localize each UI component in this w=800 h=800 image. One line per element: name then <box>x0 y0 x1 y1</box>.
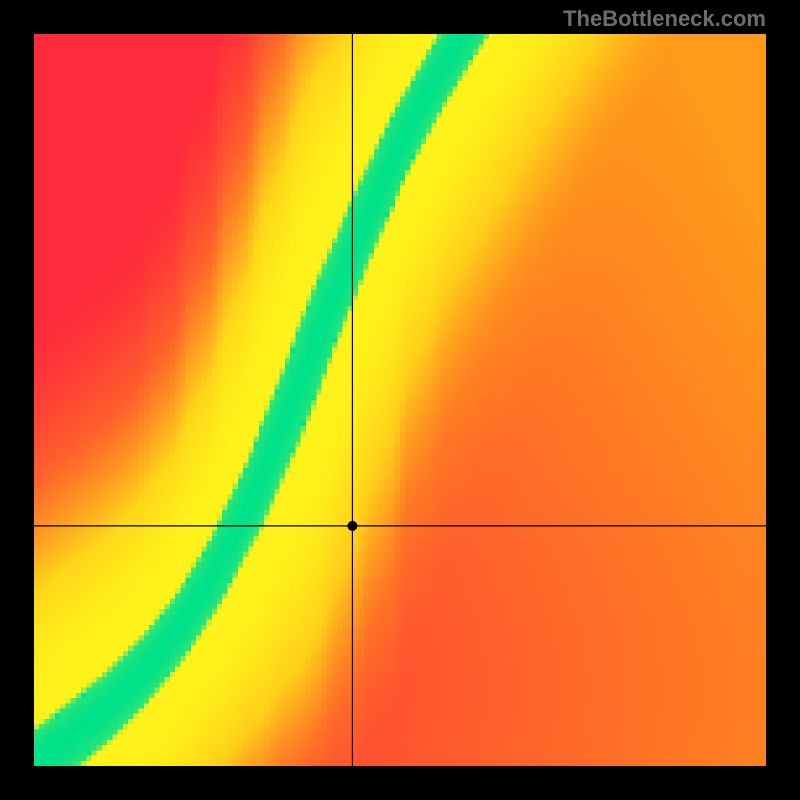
chart-container: TheBottleneck.com <box>0 0 800 800</box>
watermark-text: TheBottleneck.com <box>563 6 766 32</box>
bottleneck-heatmap <box>34 34 766 766</box>
